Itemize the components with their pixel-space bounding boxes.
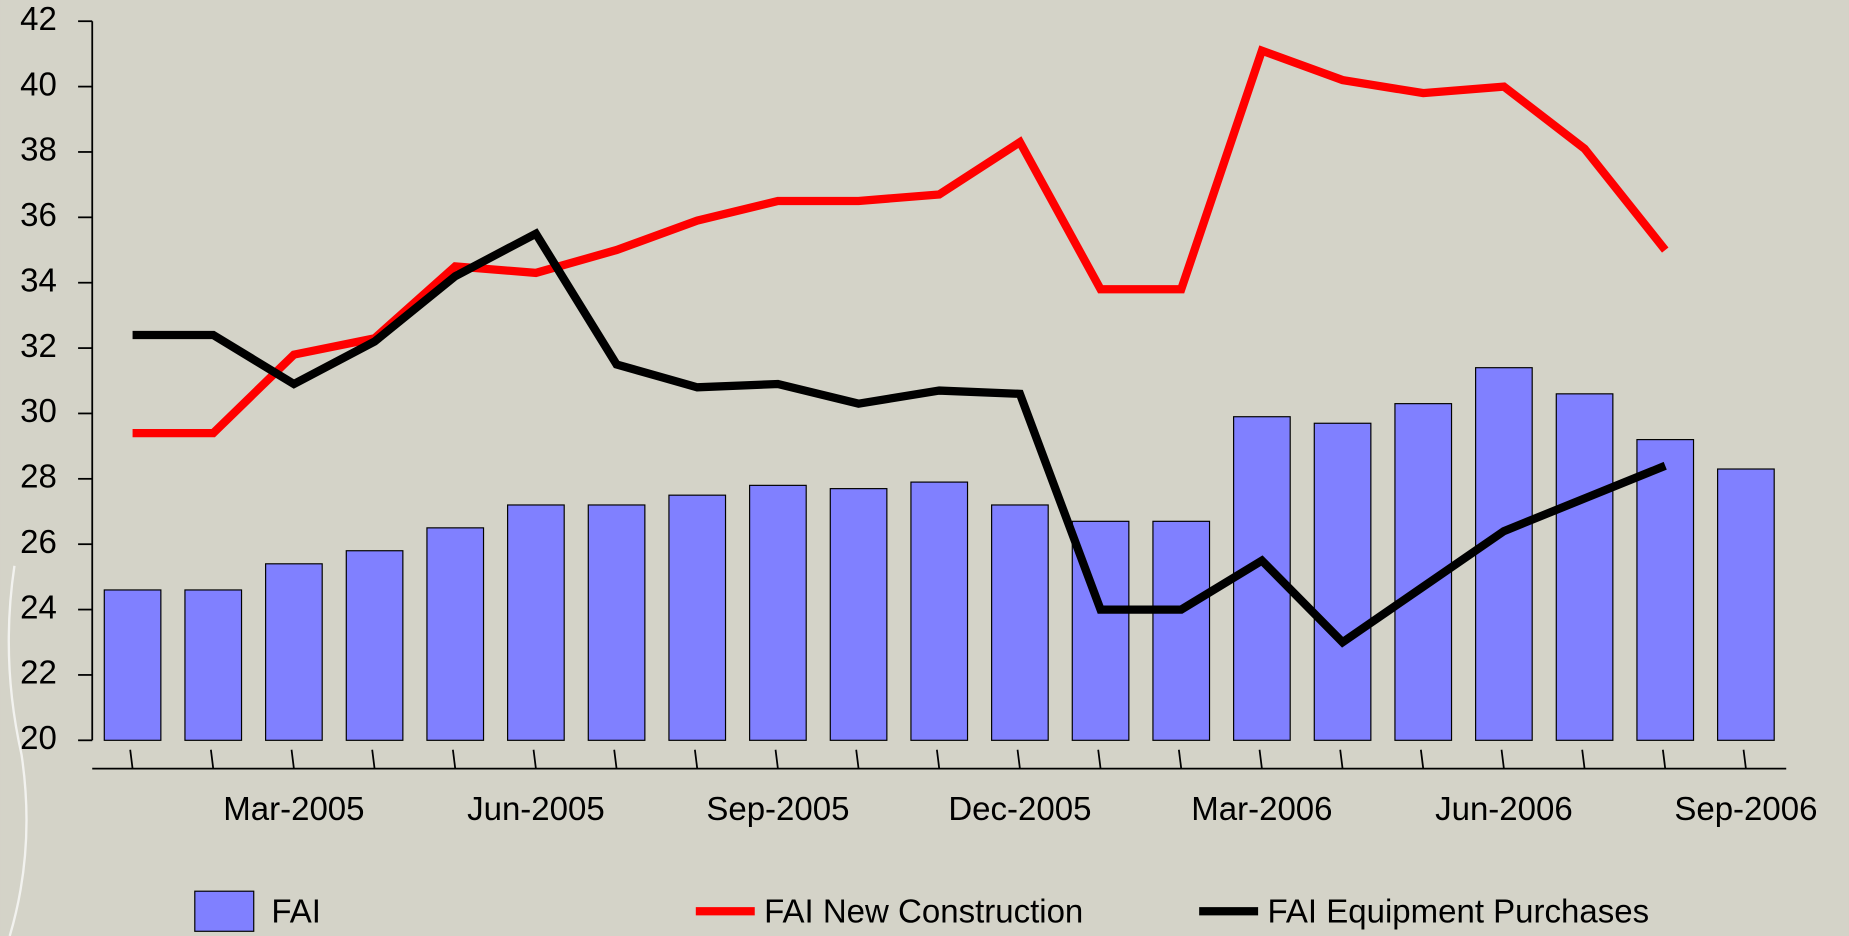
- bar: [1475, 367, 1533, 741]
- bar: [265, 563, 323, 741]
- x-tick: [290, 749, 295, 769]
- x-tick: [452, 749, 457, 769]
- y-tick-label: 20: [20, 719, 57, 756]
- x-tick: [1661, 749, 1667, 769]
- x-tick: [1258, 749, 1263, 769]
- bar: [910, 481, 969, 741]
- x-tick-label: Sep-2005: [706, 790, 849, 827]
- x-tick: [936, 749, 941, 769]
- bar: [345, 550, 404, 741]
- x-tick: [1581, 749, 1586, 769]
- x-tick: [694, 749, 699, 769]
- x-tick-label: Dec-2005: [948, 790, 1091, 827]
- line: [132, 228, 1667, 648]
- y-tick-label: 40: [20, 65, 57, 102]
- bar: [184, 589, 243, 741]
- y-tick-label: 38: [20, 131, 57, 168]
- bar: [1152, 520, 1211, 741]
- x-tick: [855, 749, 860, 769]
- y-tick-label: 22: [20, 654, 57, 691]
- x-tick: [774, 749, 779, 769]
- x-tick-label: Sep-2006: [1674, 790, 1817, 827]
- x-tick: [1339, 749, 1344, 769]
- y-tick-label: 28: [20, 458, 57, 495]
- x-tick: [210, 749, 215, 769]
- bar: [1555, 393, 1614, 741]
- legend-label: FAI Equipment Purchases: [1268, 892, 1650, 929]
- x-tick: [1500, 749, 1505, 769]
- x-tick-label: Mar-2005: [223, 790, 364, 827]
- x-tick: [1419, 749, 1425, 769]
- x-tick-label: Mar-2006: [1191, 790, 1332, 827]
- bar: [749, 484, 807, 741]
- y-tick-label: 42: [20, 0, 57, 37]
- legend-label: FAI New Construction: [764, 892, 1083, 929]
- x-tick: [1097, 749, 1102, 769]
- y-tick-label: 36: [20, 196, 57, 233]
- bar: [426, 527, 485, 741]
- bar: [829, 488, 888, 741]
- y-tick-label: 34: [20, 261, 57, 298]
- bar: [587, 504, 646, 741]
- bar: [1717, 468, 1775, 741]
- x-tick: [1177, 749, 1183, 769]
- y-tick-label: 32: [20, 327, 57, 364]
- bar: [507, 504, 565, 741]
- x-tick: [613, 749, 618, 769]
- bar: [103, 589, 162, 741]
- bar: [668, 494, 727, 741]
- x-tick: [1016, 749, 1021, 769]
- y-tick-label: 30: [20, 392, 57, 429]
- x-tick: [532, 749, 537, 769]
- bar: [1313, 422, 1372, 741]
- y-tick-label: 24: [20, 588, 57, 625]
- x-tick: [371, 749, 376, 769]
- x-tick: [129, 749, 134, 769]
- legend-swatch: [194, 890, 255, 932]
- x-tick-label: Jun-2005: [467, 790, 605, 827]
- bar: [991, 504, 1049, 741]
- x-tick-label: Jun-2006: [1435, 790, 1573, 827]
- legend-label: FAI: [271, 892, 321, 929]
- x-tick: [1742, 749, 1747, 769]
- bar: [1636, 439, 1695, 741]
- y-tick-label: 26: [20, 523, 57, 560]
- decoration: [7, 565, 28, 936]
